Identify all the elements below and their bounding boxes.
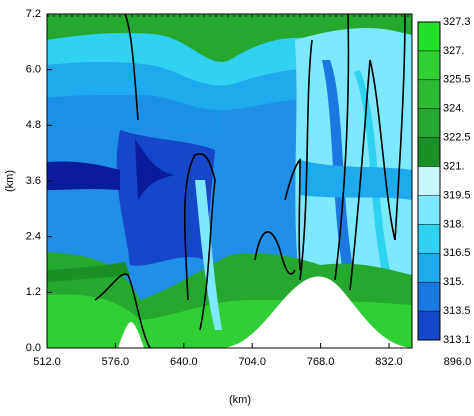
colorbar-label: 324. — [443, 103, 464, 115]
y-tick-label: 1.2 — [26, 286, 41, 298]
x-tick-label: 576.0 — [102, 356, 130, 368]
colorbar-label: 313.5 — [443, 305, 471, 317]
x-tick-label: 640.0 — [170, 356, 198, 368]
x-tick-label: 768.0 — [307, 356, 335, 368]
colorbar-label: 319.5 — [443, 189, 471, 201]
colorbar-label: 322.5 — [443, 132, 471, 144]
y-tick-label: 7.2 — [26, 8, 41, 20]
y-tick-label: 6.0 — [26, 64, 41, 76]
colorbar-label: 327. — [443, 45, 464, 57]
colorbar-swatch — [418, 282, 440, 312]
x-tick-label: 832.0 — [375, 356, 403, 368]
x-tick-label: 512.0 — [33, 356, 61, 368]
colorbar-label: 318. — [443, 218, 464, 230]
colorbar-swatch — [418, 108, 440, 138]
colorbar-label: 315. — [443, 276, 464, 288]
colorbar-swatch — [418, 79, 440, 109]
x-axis-label: (km) — [229, 394, 251, 406]
colorbar-label: 313.1 — [443, 334, 471, 346]
colorbar-swatch — [418, 22, 440, 51]
colorbar-swatch — [418, 224, 440, 254]
x-tick-label: 704.0 — [238, 356, 266, 368]
colorbar-swatch — [418, 253, 440, 283]
colorbar-label: 325.5 — [443, 74, 471, 86]
colorbar-swatch — [418, 50, 440, 80]
contour-field — [47, 14, 412, 348]
y-tick-label: 4.8 — [26, 119, 41, 131]
y-tick-label: 0.0 — [26, 342, 41, 354]
colorbar-swatch — [418, 311, 440, 340]
y-tick-label: 2.4 — [26, 231, 41, 243]
colorbar-label: 327.3 — [443, 16, 471, 28]
y-axis-label: (km) — [4, 170, 16, 192]
colorbar-label: 316.5 — [443, 247, 471, 259]
colorbar-swatch — [418, 166, 440, 196]
colorbar-label: 321. — [443, 160, 464, 172]
y-tick-label: 3.6 — [26, 175, 41, 187]
colorbar-swatch — [418, 137, 440, 167]
x-tick-label: 896.0 — [444, 356, 472, 368]
colorbar-swatch — [418, 195, 440, 225]
